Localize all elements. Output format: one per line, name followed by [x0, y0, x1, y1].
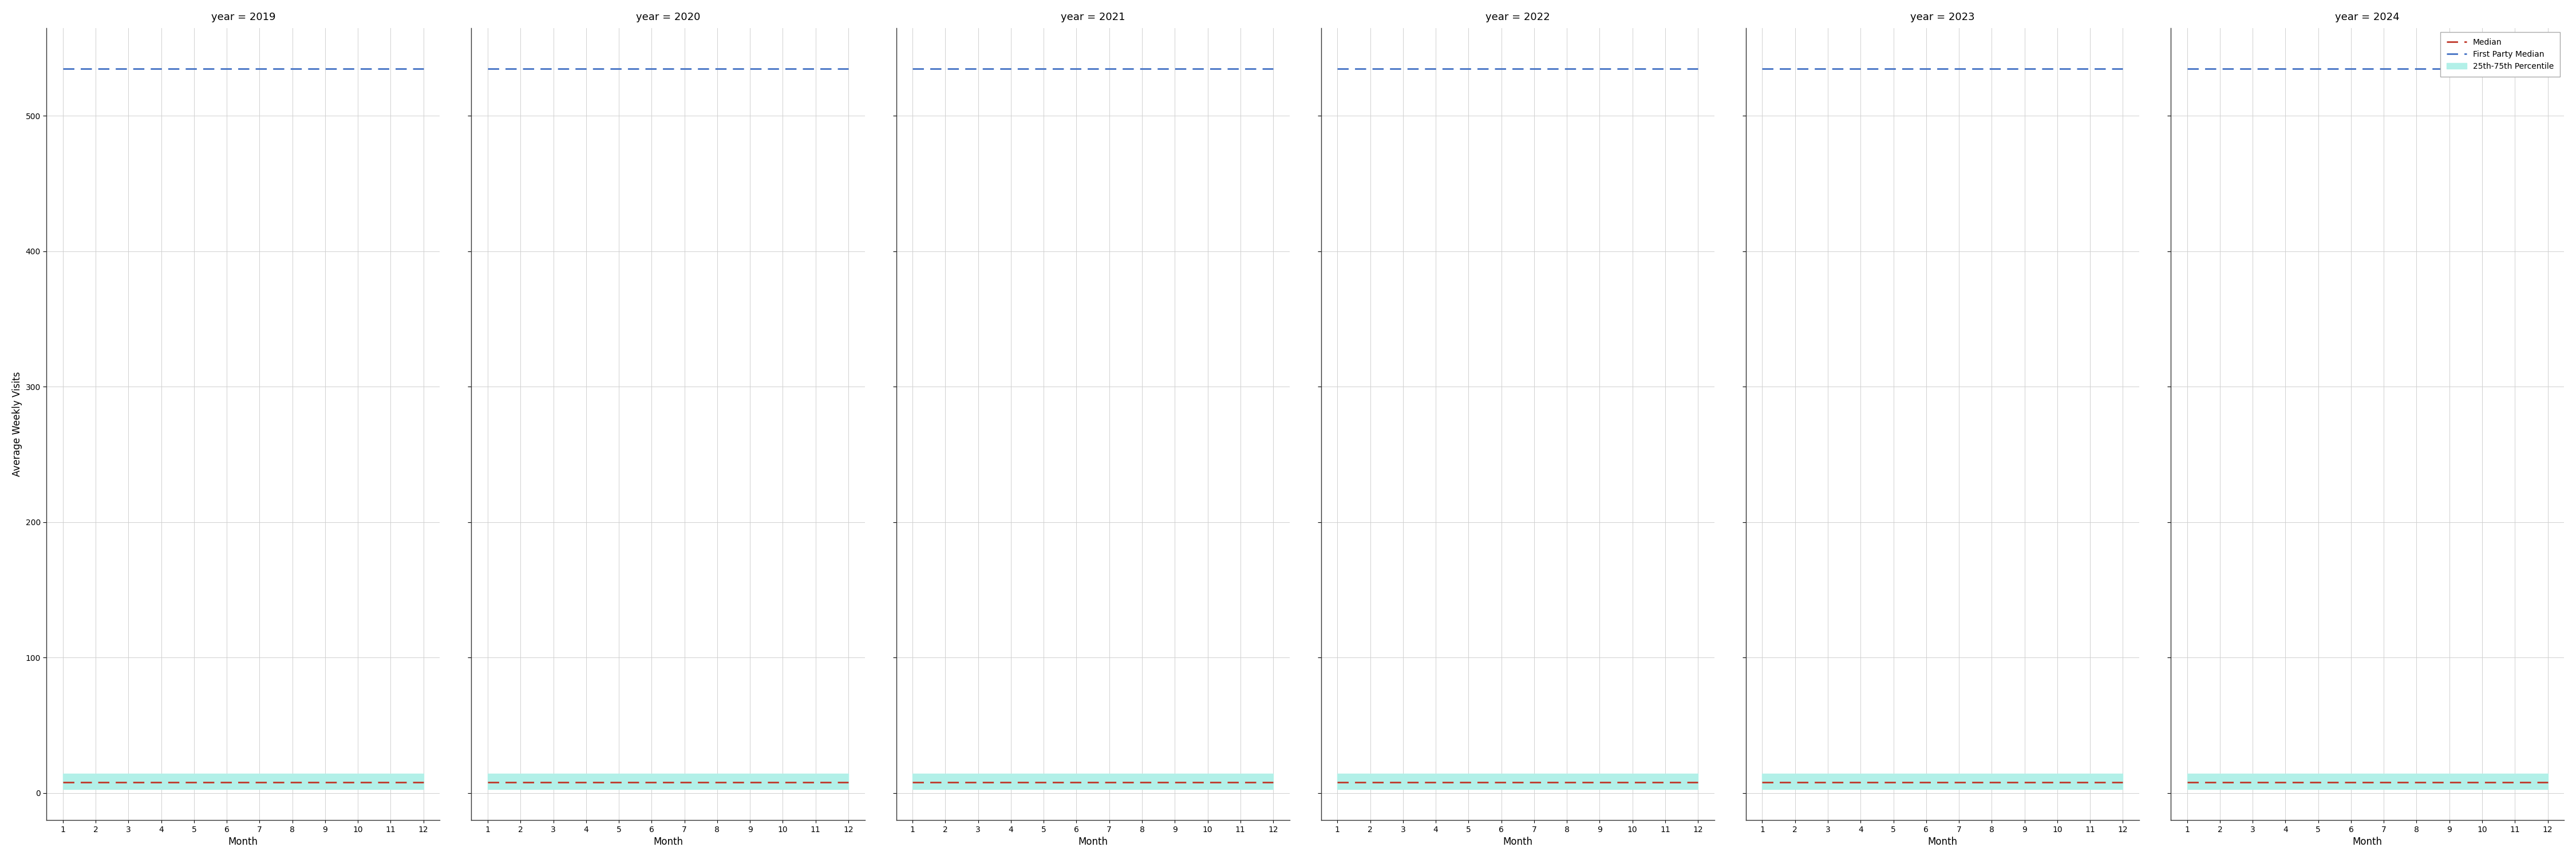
Title: year = 2023: year = 2023 — [1911, 12, 1976, 22]
Title: year = 2019: year = 2019 — [211, 12, 276, 22]
X-axis label: Month: Month — [1927, 837, 1958, 847]
X-axis label: Month: Month — [1077, 837, 1108, 847]
X-axis label: Month: Month — [654, 837, 683, 847]
X-axis label: Month: Month — [1502, 837, 1533, 847]
Legend: Median, First Party Median, 25th-75th Percentile: Median, First Party Median, 25th-75th Pe… — [2439, 32, 2561, 76]
Title: year = 2022: year = 2022 — [1486, 12, 1551, 22]
Title: year = 2024: year = 2024 — [2336, 12, 2401, 22]
X-axis label: Month: Month — [229, 837, 258, 847]
X-axis label: Month: Month — [2352, 837, 2383, 847]
Title: year = 2020: year = 2020 — [636, 12, 701, 22]
Title: year = 2021: year = 2021 — [1061, 12, 1126, 22]
Y-axis label: Average Weekly Visits: Average Weekly Visits — [13, 371, 23, 477]
